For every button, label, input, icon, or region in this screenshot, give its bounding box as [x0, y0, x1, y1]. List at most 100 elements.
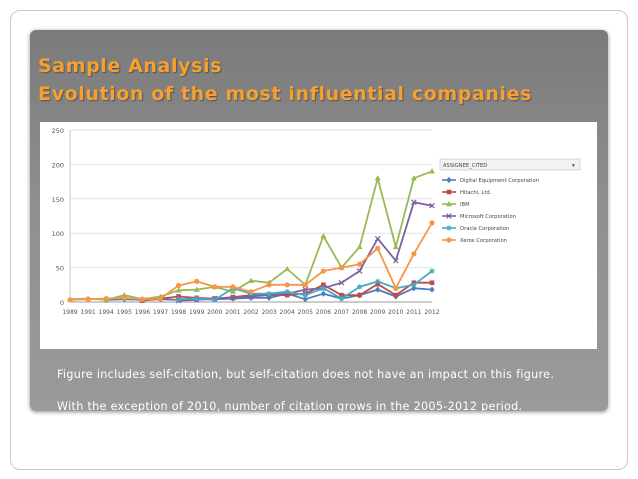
data-point — [375, 278, 381, 284]
data-point — [446, 189, 452, 195]
data-point — [356, 243, 363, 250]
data-point — [321, 282, 326, 288]
x-tick-label: 1991 — [80, 309, 95, 316]
x-tick-label: 2005 — [298, 309, 313, 316]
x-tick-label: 2000 — [207, 309, 222, 316]
data-point — [284, 265, 291, 272]
data-point — [302, 296, 308, 303]
legend-label: Oracle Corporation — [460, 226, 509, 232]
legend-dropdown-icon[interactable]: ▾ — [572, 163, 575, 169]
data-point — [302, 286, 309, 293]
data-point — [194, 295, 200, 302]
note-citation-growth: With the exception of 2010, number of ci… — [57, 400, 523, 411]
data-point — [357, 292, 362, 298]
data-point — [357, 284, 363, 290]
data-point — [375, 281, 380, 287]
data-point — [175, 287, 182, 293]
x-tick-label: 2006 — [316, 309, 331, 316]
data-point — [429, 202, 435, 209]
data-point — [284, 292, 290, 298]
data-point — [429, 268, 435, 274]
data-point — [230, 284, 236, 290]
slide-subtitle: Evolution of the most influential compan… — [38, 83, 533, 105]
legend-label: Microsoft Corporation — [460, 214, 516, 220]
data-point — [139, 296, 145, 302]
x-tick-label: 1994 — [99, 309, 114, 316]
data-point — [339, 292, 344, 298]
data-point — [85, 296, 91, 302]
data-point — [302, 282, 308, 288]
data-point — [248, 289, 254, 295]
data-point — [320, 285, 326, 291]
data-point — [410, 175, 417, 181]
x-tick-label: 1989 — [62, 309, 77, 316]
x-tick-label: 2001 — [225, 309, 240, 316]
data-point — [121, 295, 127, 301]
data-point — [411, 199, 417, 206]
chart-area: 0 50 100 150 200 250 1989 1991 1994 1995 1996 1997 1… — [40, 122, 597, 349]
x-tick-label: 2011 — [406, 309, 421, 316]
y-tick-label: 250 — [52, 127, 64, 135]
data-point — [230, 295, 236, 301]
x-tick-label: 2002 — [243, 309, 258, 316]
y-tick-label: 200 — [52, 161, 64, 169]
data-point — [374, 235, 381, 242]
data-point — [194, 278, 200, 284]
x-tick-label: 2008 — [352, 309, 367, 316]
data-point — [375, 286, 381, 293]
legend-label: Digital Equipment Corporation — [460, 178, 539, 184]
data-point — [392, 257, 399, 264]
data-point — [176, 294, 181, 299]
legend-label: Hitachi, Ltd. — [460, 190, 492, 196]
data-point — [375, 245, 381, 251]
data-point — [176, 296, 182, 302]
data-point — [446, 237, 452, 243]
data-point — [320, 268, 326, 274]
data-point — [357, 261, 363, 267]
data-point — [212, 297, 218, 303]
data-point — [429, 220, 435, 226]
data-point — [103, 295, 109, 302]
x-tick-label: 2009 — [370, 309, 385, 316]
data-point — [446, 201, 452, 207]
data-point — [157, 295, 164, 302]
data-point — [302, 292, 308, 298]
data-point — [411, 285, 417, 292]
data-point — [429, 168, 435, 174]
data-point — [284, 282, 290, 288]
data-point — [411, 251, 417, 257]
data-point — [248, 294, 254, 301]
y-tick-label: 0 — [60, 299, 64, 307]
data-point — [338, 295, 345, 302]
data-point — [266, 282, 272, 288]
data-point — [320, 232, 327, 239]
data-point — [320, 290, 326, 297]
data-point — [266, 291, 272, 297]
x-tick-label: 2012 — [424, 309, 439, 316]
data-point — [176, 282, 182, 289]
y-tick-label: 100 — [52, 230, 64, 238]
data-point — [193, 286, 200, 292]
data-point — [429, 280, 435, 286]
x-tick-label: 2010 — [388, 309, 403, 316]
x-tick-label: 1997 — [153, 309, 168, 316]
slide-title: Sample Analysis — [38, 55, 222, 77]
data-point — [446, 213, 452, 219]
x-tick-label: 2003 — [261, 309, 276, 316]
y-tick-label: 150 — [52, 196, 64, 204]
data-point — [446, 176, 452, 184]
y-tick-label: 50 — [56, 265, 64, 273]
x-tick-label: 1995 — [117, 309, 132, 316]
legend-header — [439, 158, 581, 171]
data-point — [284, 289, 290, 295]
legend-title: ASSIGNEE_CITED — [443, 163, 487, 169]
legend-label: IBM — [460, 202, 470, 208]
x-tick-label: 2007 — [334, 309, 349, 316]
legend-label: Xerox Corporation — [460, 238, 507, 244]
data-point — [67, 297, 73, 303]
x-tick-label: 1996 — [135, 309, 150, 316]
data-point — [429, 286, 435, 293]
slide-panel: Sample Analysis Evolution of the most in… — [30, 30, 608, 411]
data-point — [229, 288, 236, 294]
